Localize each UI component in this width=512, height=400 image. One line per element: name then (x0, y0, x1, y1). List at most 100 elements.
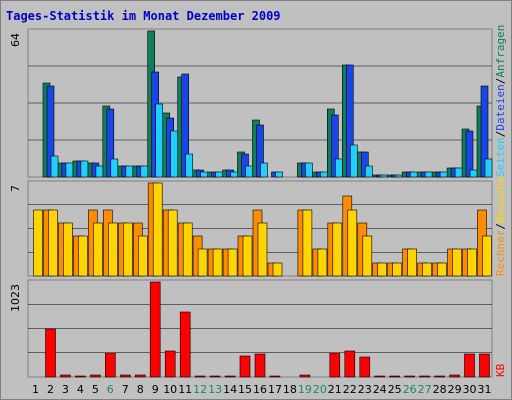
bar-besuche-day-5 (93, 222, 103, 277)
bar-kb-day-10 (164, 350, 176, 378)
bar-besuche-day-14 (227, 248, 238, 277)
bar-dateien-day-16 (256, 124, 264, 178)
bar-besuche-day-29 (452, 248, 462, 277)
day-label-9: 9 (152, 383, 159, 396)
bar-besuche-day-20 (317, 248, 328, 277)
chart-panels: 64 7 1023 (9, 28, 493, 378)
bar-besuche-day-24 (377, 262, 388, 277)
bar-besuche-day-4 (78, 235, 88, 277)
legend-panel-1-sep2: / (494, 131, 507, 138)
bar-besuche-day-13 (212, 248, 223, 277)
bar-kb-day-5 (90, 374, 101, 378)
day-label-23: 23 (358, 383, 372, 396)
bar-kb-day-9 (149, 281, 161, 378)
panel1-ymax-label: 64 (9, 33, 22, 47)
legend-panel-2: Rechner/Besuche (494, 177, 507, 276)
day-label-4: 4 (77, 383, 84, 396)
bar-kb-day-17 (269, 375, 281, 378)
day-label-29: 29 (448, 383, 462, 396)
day-label-26: 26 (403, 383, 417, 396)
bar-besuche-day-27 (422, 262, 432, 277)
bar-dateien-day-6 (106, 108, 115, 178)
bar-kb-day-13 (209, 375, 221, 378)
day-label-10: 10 (163, 383, 177, 396)
bar-seiten-day-15 (245, 165, 253, 178)
bar-dateien-day-31 (480, 85, 489, 178)
bar-seiten-day-29 (454, 167, 463, 178)
day-label-27: 27 (418, 383, 432, 396)
bar-besuche-day-6 (108, 222, 118, 277)
panel3-ymax-label: 1023 (9, 284, 22, 312)
bar-kb-day-6 (105, 352, 116, 378)
legend-panel-3: KB (494, 363, 507, 377)
bar-kb-day-30 (464, 353, 475, 378)
day-label-28: 28 (433, 383, 447, 396)
bar-kb-day-15 (239, 355, 251, 378)
bar-dateien-day-2 (46, 85, 55, 178)
day-label-7: 7 (122, 383, 129, 396)
bar-besuche-day-8 (138, 235, 148, 277)
bar-seiten-day-3 (65, 162, 74, 178)
day-label-8: 8 (137, 383, 144, 396)
bar-seiten-day-26 (409, 171, 418, 178)
bar-seiten-day-2 (50, 155, 59, 178)
bar-seiten-day-20 (320, 171, 328, 178)
bar-besuche-day-31 (482, 235, 492, 277)
bar-seiten-day-28 (439, 171, 448, 178)
bar-kb-day-3 (60, 374, 71, 378)
bar-seiten-day-21 (334, 158, 343, 178)
bar-seiten-day-11 (185, 153, 193, 178)
day-label-25: 25 (388, 383, 402, 396)
bar-kb-day-23 (359, 356, 371, 378)
day-label-31: 31 (478, 383, 492, 396)
bar-seiten-day-13 (215, 171, 223, 178)
bar-seiten-day-23 (364, 165, 373, 178)
day-label-13: 13 (208, 383, 222, 396)
legend-panel-1-dateien: Dateien (494, 84, 507, 130)
day-label-14: 14 (223, 383, 237, 396)
chart-title: Tages-Statistik im Monat Dezember 2009 (6, 9, 281, 23)
bar-besuche-day-10 (167, 209, 178, 277)
x-axis-labels: 1 2 3 4 5 6 7 8 9 10 11 12 13 14 15 16 17 18 19 20 21 22 23 24 2… (32, 383, 492, 396)
bar-seiten-day-24 (379, 174, 388, 178)
bar-besuche-day-17 (272, 262, 283, 277)
legend-panel-1-sep1: / (494, 78, 507, 85)
day-label-24: 24 (373, 383, 387, 396)
bar-dateien-day-15 (241, 153, 249, 178)
bar-seiten-day-7 (125, 165, 134, 178)
bar-seiten-day-12 (200, 171, 208, 178)
bar-seiten-day-25 (394, 174, 403, 178)
bar-kb-day-27 (419, 375, 430, 378)
bar-dateien-day-11 (181, 73, 189, 178)
day-label-21: 21 (328, 383, 342, 396)
bar-seiten-day-19 (305, 162, 313, 178)
bar-kb-day-7 (120, 374, 131, 378)
bar-besuche-day-23 (362, 235, 373, 277)
bar-seiten-day-14 (230, 171, 238, 178)
legend-panel-3-kb: KB (494, 363, 507, 377)
bar-dateien-day-23 (360, 151, 369, 178)
bar-seiten-day-10 (170, 130, 178, 178)
bar-dateien-day-22 (345, 64, 354, 178)
bar-dateien-day-30 (465, 130, 474, 178)
bar-besuche-day-16 (257, 222, 268, 277)
bar-besuche-day-19 (302, 209, 313, 277)
panel2-ymax-label: 7 (9, 185, 22, 192)
day-label-22: 22 (343, 383, 357, 396)
bar-kb-day-12 (194, 375, 206, 378)
day-label-5: 5 (92, 383, 99, 396)
bar-kb-day-2 (45, 328, 56, 378)
bar-seiten-day-4 (80, 160, 89, 178)
day-label-20: 20 (313, 383, 327, 396)
bar-kb-day-14 (224, 375, 236, 378)
bar-seiten-day-27 (424, 171, 433, 178)
bar-besuche-day-12 (197, 248, 208, 277)
day-label-11: 11 (178, 383, 192, 396)
day-label-17: 17 (268, 383, 282, 396)
day-label-18: 18 (283, 383, 297, 396)
bar-kb-day-11 (179, 311, 191, 378)
bar-besuche-day-15 (242, 235, 253, 277)
legend-panel-2-rechner: Rechner (494, 229, 507, 276)
